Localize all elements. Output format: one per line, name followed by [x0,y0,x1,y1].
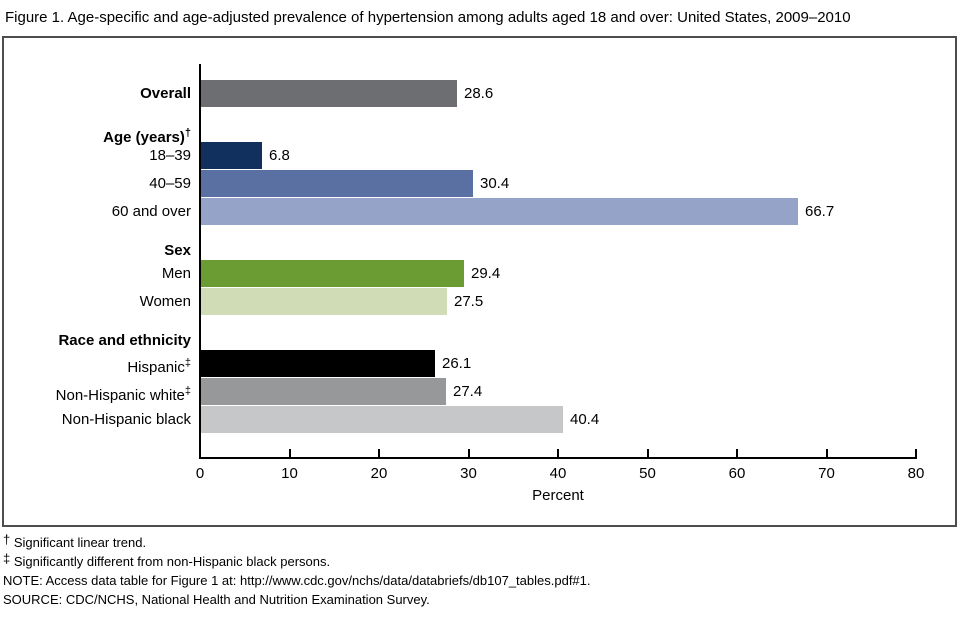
figure-title: Figure 1. Age-specific and age-adjusted … [5,9,851,26]
footnote-dagger: † Significant linear trend. [3,532,960,552]
footnote-source: SOURCE: CDC/NCHS, National Health and Nu… [3,590,960,609]
footnote-note-text: NOTE: Access data table for Figure 1 at:… [3,573,591,588]
x-tick [557,449,559,457]
chart-area: Percent 0 10 20 30 40 50 60 70 80 Overall 28.6 Age … [2,36,957,527]
x-axis-title: Percent [532,487,584,504]
x-tick-label: 80 [907,465,925,482]
x-tick-label: 70 [818,465,835,482]
footnote-dagger-text: Significant linear trend. [13,535,147,550]
bar [201,170,473,197]
bar [201,378,446,405]
bar [201,350,435,377]
bar [201,406,563,433]
double-dagger-symbol: ‡ [3,551,11,566]
footnote-marker: † [184,127,191,139]
footnote-source-text: SOURCE: CDC/NCHS, National Health and Nu… [3,592,430,607]
x-tick-label: 40 [549,465,567,482]
x-tick-label: 30 [460,465,477,482]
x-tick-label: 60 [728,465,746,482]
category-label: Overall [140,85,191,102]
category-label: 40–59 [149,175,191,192]
value-label: 40.4 [570,411,600,428]
footnote-double-dagger: ‡ Significantly different from non-Hispa… [3,551,960,571]
x-tick [467,449,470,457]
bar [201,142,262,169]
x-tick [646,449,649,457]
category-label: Men [161,265,191,282]
category-label: Non-Hispanic white‡ [55,385,191,404]
group-header: Sex [164,242,191,259]
value-label: 66.7 [805,203,835,220]
x-tick [915,449,917,457]
x-tick [288,449,291,457]
value-label: 27.4 [453,383,483,400]
bar [201,288,447,315]
footnote-marker: ‡ [184,357,191,369]
value-label: 29.4 [471,265,501,282]
footnotes: † Significant linear trend. ‡ Significan… [3,532,960,609]
bar [201,198,798,225]
x-axis-line [199,457,917,459]
footnote-marker: ‡ [184,385,191,397]
footnote-double-dagger-text: Significantly different from non-Hispani… [13,554,331,569]
value-label: 27.5 [454,293,484,310]
group-header: Age (years)† [103,127,191,146]
x-tick-label: 50 [639,465,656,482]
x-tick-label: 20 [370,465,388,482]
group-header: Race and ethnicity [58,332,191,349]
x-tick [825,449,828,457]
value-label: 28.6 [464,85,494,102]
category-label: 18–39 [149,147,191,164]
category-label: 60 and over [111,203,191,220]
bar [201,80,457,107]
dagger-symbol: † [3,532,11,547]
x-tick [736,449,738,457]
x-tick [378,449,380,457]
category-label: Hispanic‡ [127,357,191,376]
category-label: Women [139,293,191,310]
y-axis-line [199,64,201,459]
value-label: 26.1 [442,355,472,372]
value-label: 30.4 [480,175,510,192]
x-tick-label: 0 [195,465,205,482]
value-label: 6.8 [269,147,290,164]
x-tick-label: 10 [281,465,298,482]
footnote-note: NOTE: Access data table for Figure 1 at:… [3,571,960,590]
bar [201,260,464,287]
category-label: Non-Hispanic black [61,411,191,428]
